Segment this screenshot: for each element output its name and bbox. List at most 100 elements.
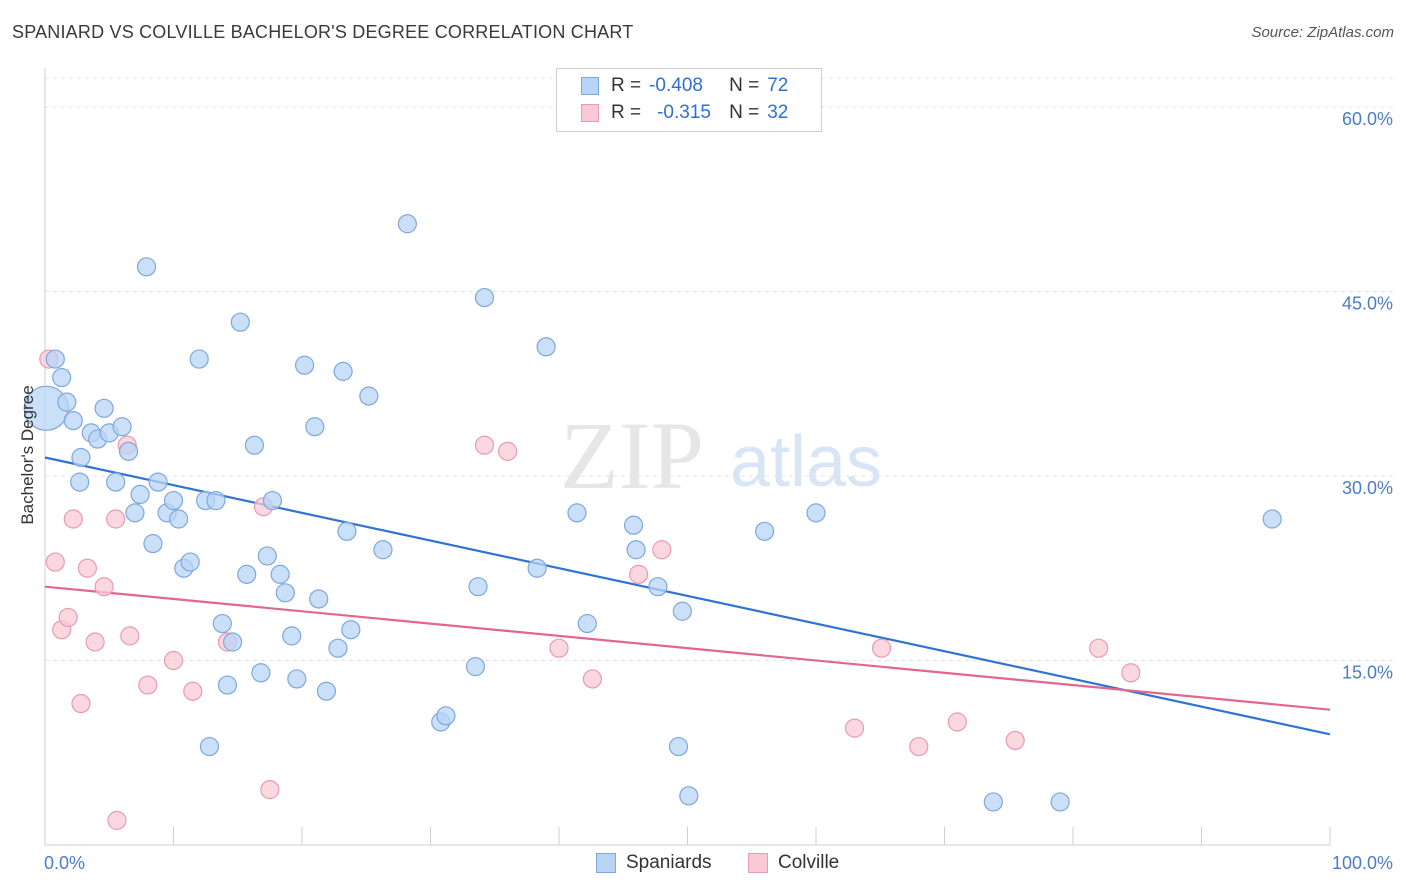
spaniards-point bbox=[474, 287, 495, 308]
spaniards-point bbox=[71, 447, 91, 468]
correlation-legend: R = -0.408 N = 72 R = -0.315 N = 32 bbox=[556, 68, 822, 132]
legend-n-label: N = bbox=[729, 102, 760, 123]
spaniards-point bbox=[1262, 509, 1282, 529]
spaniards-point bbox=[309, 589, 329, 609]
spaniards-point bbox=[328, 638, 348, 658]
watermark: ZIP atlas bbox=[560, 402, 882, 509]
legend-row-spaniards: R = -0.408 N = 72 bbox=[581, 73, 788, 99]
colville-point bbox=[1005, 730, 1025, 751]
spaniards-point bbox=[169, 509, 189, 529]
spaniards-point bbox=[397, 214, 417, 234]
colville-point bbox=[45, 552, 65, 572]
legend-r-value: -0.315 bbox=[657, 102, 711, 123]
legend-r-label: R = bbox=[611, 102, 642, 123]
legend-n-label: N = bbox=[729, 75, 760, 96]
legend-row-colville: R = -0.315 N = 32 bbox=[581, 100, 788, 126]
spaniards-point bbox=[316, 681, 337, 701]
spaniards-point bbox=[106, 472, 126, 492]
colville-point bbox=[629, 564, 649, 584]
colville-point bbox=[107, 810, 127, 830]
spaniards-point bbox=[45, 349, 65, 369]
spaniards-point bbox=[180, 552, 200, 572]
spaniards-point bbox=[112, 417, 132, 437]
spaniards-point bbox=[287, 669, 307, 689]
bottom-legend-label: Spaniards bbox=[626, 852, 712, 873]
spaniards-point bbox=[163, 490, 184, 511]
spaniards-point bbox=[237, 564, 257, 584]
colville-point bbox=[71, 693, 91, 714]
spaniards-point bbox=[668, 736, 689, 757]
spaniards-point bbox=[230, 312, 250, 332]
bottom-legend-label: Colville bbox=[778, 852, 840, 873]
y-tick-label: 15.0% bbox=[1342, 662, 1393, 682]
spaniards-point bbox=[983, 792, 1003, 812]
bottom-swatch-spaniards bbox=[596, 853, 616, 873]
spaniards-point bbox=[199, 736, 220, 757]
spaniards-point bbox=[270, 564, 290, 584]
spaniards-point bbox=[148, 472, 168, 492]
colville-points bbox=[39, 349, 1141, 830]
spaniards-point bbox=[251, 663, 271, 683]
spaniards-point bbox=[806, 503, 826, 523]
colville-point bbox=[1089, 638, 1109, 658]
y-axis-label: Bachelor's Degree bbox=[18, 385, 37, 524]
spaniards-point bbox=[63, 410, 83, 431]
spaniards-point bbox=[143, 534, 163, 554]
colville-point bbox=[106, 509, 126, 529]
colville-point bbox=[909, 736, 929, 757]
spaniards-point bbox=[118, 441, 139, 461]
spaniards-point bbox=[648, 577, 668, 597]
bottom-swatch-colville bbox=[748, 853, 768, 873]
colville-point bbox=[94, 577, 114, 597]
spaniards-point bbox=[341, 620, 361, 640]
legend-r-label: R = bbox=[611, 75, 642, 96]
tick-labels: 15.0% 30.0% 45.0% 60.0% 0.0% 100.0% bbox=[44, 109, 1393, 873]
spaniards-point bbox=[373, 540, 393, 560]
colville-point bbox=[120, 626, 140, 646]
legend-n-value: 72 bbox=[767, 75, 789, 96]
colville-point bbox=[474, 435, 495, 455]
spaniards-point bbox=[206, 490, 226, 511]
spaniards-point bbox=[223, 632, 243, 652]
spaniards-point bbox=[1050, 792, 1070, 812]
colville-point bbox=[871, 638, 892, 658]
colville-point bbox=[652, 540, 672, 560]
legend-r-value: -0.408 bbox=[649, 75, 703, 96]
spaniards-point bbox=[217, 675, 238, 695]
colville-point bbox=[498, 441, 518, 461]
y-tick-label: 60.0% bbox=[1342, 109, 1393, 129]
legend-swatch-spaniards bbox=[581, 77, 599, 95]
x-tick-label-max: 100.0% bbox=[1332, 853, 1393, 873]
spaniards-point bbox=[189, 349, 209, 369]
colville-point bbox=[58, 607, 78, 628]
colville-point bbox=[138, 675, 158, 695]
spaniards-point bbox=[567, 503, 587, 523]
spaniards-point bbox=[70, 472, 90, 492]
spaniards-point bbox=[468, 577, 488, 597]
source-label: Source: ZipAtlas.com bbox=[1251, 24, 1394, 41]
spaniards-point bbox=[125, 503, 145, 523]
bottom-legend-colville: Colville bbox=[748, 852, 839, 874]
y-tick-label: 45.0% bbox=[1342, 293, 1393, 313]
spaniards-point bbox=[257, 546, 277, 566]
spaniards-point bbox=[212, 613, 232, 634]
colville-point bbox=[163, 650, 184, 671]
spaniards-point bbox=[136, 257, 157, 277]
colville-point bbox=[260, 780, 280, 800]
spaniards-point bbox=[262, 490, 283, 511]
spaniards-point bbox=[527, 558, 547, 578]
spaniards-point bbox=[359, 386, 379, 406]
spaniards-point bbox=[536, 337, 556, 357]
colville-trend-line bbox=[44, 585, 1331, 711]
spaniards-point bbox=[679, 786, 699, 806]
spaniards-point bbox=[577, 613, 597, 634]
colville-point bbox=[582, 669, 603, 689]
spaniards-point bbox=[337, 521, 357, 541]
legend-n-value: 32 bbox=[767, 102, 789, 123]
spaniards-point bbox=[244, 435, 265, 455]
spaniards-point bbox=[436, 706, 456, 726]
spaniards-point bbox=[626, 540, 646, 560]
spaniards-point bbox=[282, 626, 302, 646]
spaniards-point bbox=[52, 367, 72, 388]
